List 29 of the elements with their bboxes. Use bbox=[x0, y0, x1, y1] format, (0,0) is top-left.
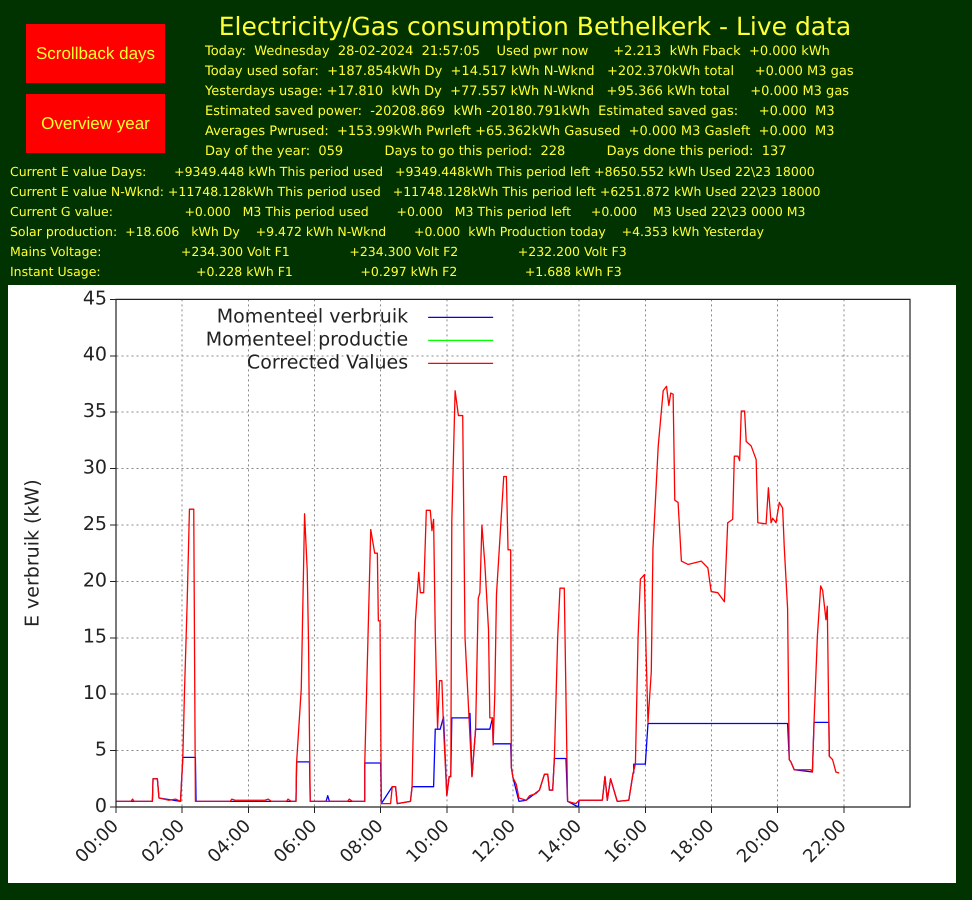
legend-label: Momenteel verbruik bbox=[216, 305, 408, 328]
y-tick-label: 10 bbox=[82, 682, 107, 704]
text: Today: Wednesday 28-02-2024 21:57:05 Used pwr now +2.213 kWh Fback +0.000 kWh bbox=[205, 43, 830, 61]
text: Instant Usage: +0.228 kWh F1 +0.297 kWh F2 +1.688 kWh F3 bbox=[10, 263, 622, 281]
y-tick-label: 35 bbox=[82, 400, 107, 422]
text: Solar production: +18.606 kWh Dy +9.472 kWh N-Wknd +0.000 kWh Production today +4.353 kWh Yesterday bbox=[10, 223, 764, 241]
y-tick-label: 45 bbox=[82, 287, 107, 310]
y-tick-label: 5 bbox=[94, 738, 107, 761]
text: Estimated saved power: -20208.869 kWh -20180.791kWh Estimated saved gas: +0.000 M3 bbox=[205, 103, 835, 121]
chart-title: Electricity/Gas consumption Bethelkerk - Live data bbox=[218, 12, 852, 41]
y-tick-label: 0 bbox=[94, 794, 107, 817]
text: Today used sofar: +187.854kWh Dy +14.517 kWh N-Wknd +202.370kWh total +0.000 M3 gas bbox=[205, 63, 854, 81]
text: Day of the year: 059 Days to go this period: 228 Days done this period: 137 bbox=[205, 143, 787, 161]
text: Current G value: +0.000 M3 This period used +0.000 M3 This period left +0.000 M3 Used 22\23 0000 M3 bbox=[10, 203, 806, 221]
text: Averages Pwrused: +153.99kWh Pwrleft +65.362kWh Gasused +0.000 M3 Gasleft +0.000 M3 bbox=[205, 123, 834, 141]
text: Yesterdays usage: +17.810 kWh Dy +77.557 kWh N-Wknd +95.366 kWh total +0.000 M3 gas bbox=[205, 83, 850, 101]
y-tick-label: 30 bbox=[82, 456, 107, 479]
text: Current E value N-Wknd: +11748.128kWh This period used +11748.128kWh This period left +6251.872 kWh Used 22\23 18000 bbox=[10, 183, 820, 201]
legend-label: Momenteel productie bbox=[206, 328, 408, 350]
text: Scrollback days bbox=[26, 24, 165, 83]
text: Overview year bbox=[26, 94, 165, 153]
text: Mains Voltage: +234.300 Volt F1 +234.300 Volt F2 +232.200 Volt F3 bbox=[10, 243, 627, 261]
y-tick-label: 15 bbox=[82, 626, 107, 648]
y-tick-label: 40 bbox=[82, 344, 107, 366]
y-tick-label: 25 bbox=[82, 512, 107, 535]
y-axis-title: E verbruik (kW) bbox=[21, 479, 44, 628]
text: Current E value Days: +9349.448 kWh This period used +9349.448kWh This period left +8650.552 kWh Used 22\23 18000 bbox=[10, 163, 815, 181]
y-tick-label: 20 bbox=[82, 569, 107, 592]
legend-label: Corrected Values bbox=[246, 351, 408, 374]
